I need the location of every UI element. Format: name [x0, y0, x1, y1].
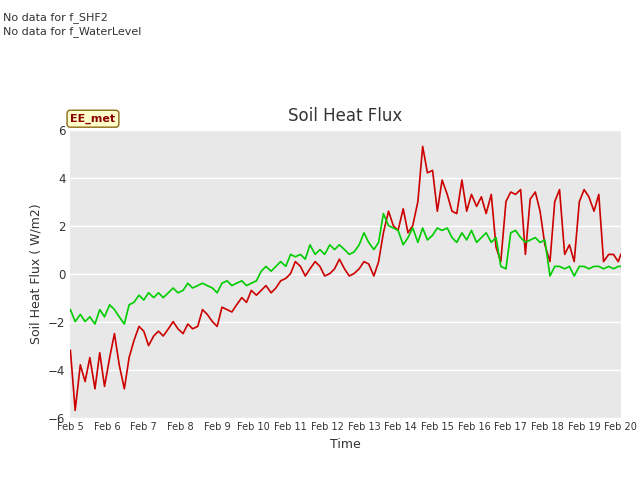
- Line: SHF3: SHF3: [70, 214, 621, 324]
- SHF3: [91, 321, 99, 327]
- Title: Soil Heat Flux: Soil Heat Flux: [289, 107, 403, 125]
- Y-axis label: Soil Heat Flux ( W/m2): Soil Heat Flux ( W/m2): [29, 204, 43, 344]
- SHF1: [617, 252, 625, 257]
- Legend: SHF1, SHF3: SHF1, SHF3: [264, 476, 428, 480]
- SHF1: [419, 144, 426, 149]
- SHF3: [223, 278, 231, 284]
- SHF1: [67, 348, 74, 353]
- SHF3: [228, 283, 236, 288]
- SHF3: [617, 264, 625, 269]
- SHF3: [380, 211, 387, 216]
- SHF3: [497, 264, 505, 269]
- Line: SHF1: SHF1: [70, 146, 621, 410]
- SHF1: [287, 271, 294, 276]
- SHF1: [433, 208, 441, 214]
- SHF3: [67, 307, 74, 312]
- Text: EE_met: EE_met: [70, 114, 116, 124]
- SHF1: [135, 324, 143, 329]
- SHF1: [497, 259, 505, 264]
- SHF3: [135, 292, 143, 298]
- SHF3: [433, 225, 441, 231]
- SHF3: [287, 252, 294, 257]
- SHF1: [71, 408, 79, 413]
- SHF1: [228, 309, 236, 315]
- Text: No data for f_SHF2: No data for f_SHF2: [3, 12, 108, 23]
- X-axis label: Time: Time: [330, 438, 361, 451]
- SHF1: [223, 307, 231, 312]
- Text: No data for f_WaterLevel: No data for f_WaterLevel: [3, 26, 141, 37]
